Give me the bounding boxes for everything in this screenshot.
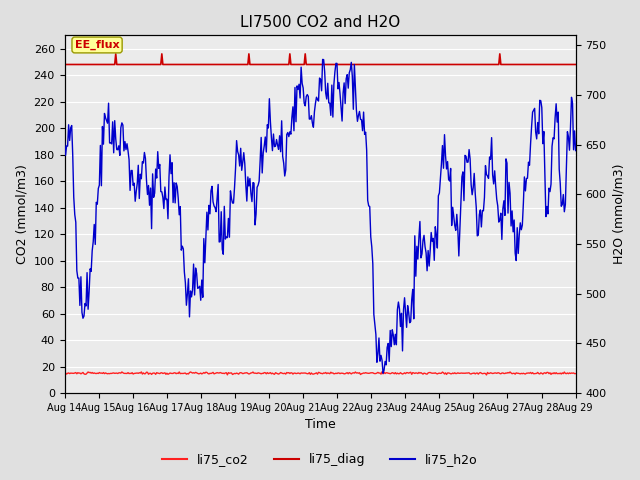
Title: LI7500 CO2 and H2O: LI7500 CO2 and H2O [240,15,400,30]
X-axis label: Time: Time [305,419,335,432]
Text: EE_flux: EE_flux [75,40,120,50]
Y-axis label: CO2 (mmol/m3): CO2 (mmol/m3) [15,164,28,264]
Y-axis label: H2O (mmol/m3): H2O (mmol/m3) [612,164,625,264]
Legend: li75_co2, li75_diag, li75_h2o: li75_co2, li75_diag, li75_h2o [157,448,483,471]
